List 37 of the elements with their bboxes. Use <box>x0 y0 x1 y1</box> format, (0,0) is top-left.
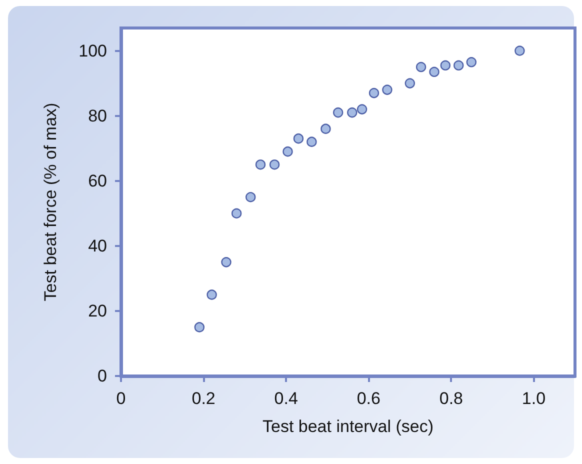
point <box>194 322 205 332</box>
point <box>440 60 451 70</box>
point <box>347 107 358 118</box>
point <box>293 133 304 144</box>
y-tick-label: 20 <box>88 301 107 320</box>
point <box>306 136 317 147</box>
point <box>333 107 344 118</box>
point <box>206 290 217 300</box>
point <box>231 208 242 218</box>
y-axis-title: Test beat force (% of max) <box>41 102 60 302</box>
y-tick-label: 80 <box>88 106 107 126</box>
point <box>221 257 232 268</box>
point <box>356 104 368 114</box>
y-tick-label: 0 <box>98 366 107 386</box>
y-tick-label: 100 <box>78 41 107 60</box>
x-axis-title: Test beat interval (sec) <box>262 417 434 436</box>
point <box>255 160 266 170</box>
point <box>382 84 392 95</box>
point <box>282 146 293 157</box>
point <box>368 88 380 98</box>
x-tick-label: 0.6 <box>356 389 380 408</box>
point <box>454 60 464 70</box>
x-tick-label: 0.8 <box>439 389 463 408</box>
x-tick-label: 0.4 <box>274 389 298 408</box>
x-tick-label: 0 <box>116 389 126 408</box>
point <box>320 124 331 134</box>
point <box>404 78 416 88</box>
point <box>429 66 440 78</box>
point <box>466 57 477 68</box>
x-tick-label: 1.0 <box>522 389 546 408</box>
point <box>416 62 426 72</box>
x-tick-label: 0.2 <box>192 389 216 408</box>
point <box>514 46 525 56</box>
y-tick-label: 40 <box>88 236 107 256</box>
point <box>269 160 280 170</box>
point <box>246 192 256 202</box>
y-tick-label: 60 <box>88 171 107 190</box>
